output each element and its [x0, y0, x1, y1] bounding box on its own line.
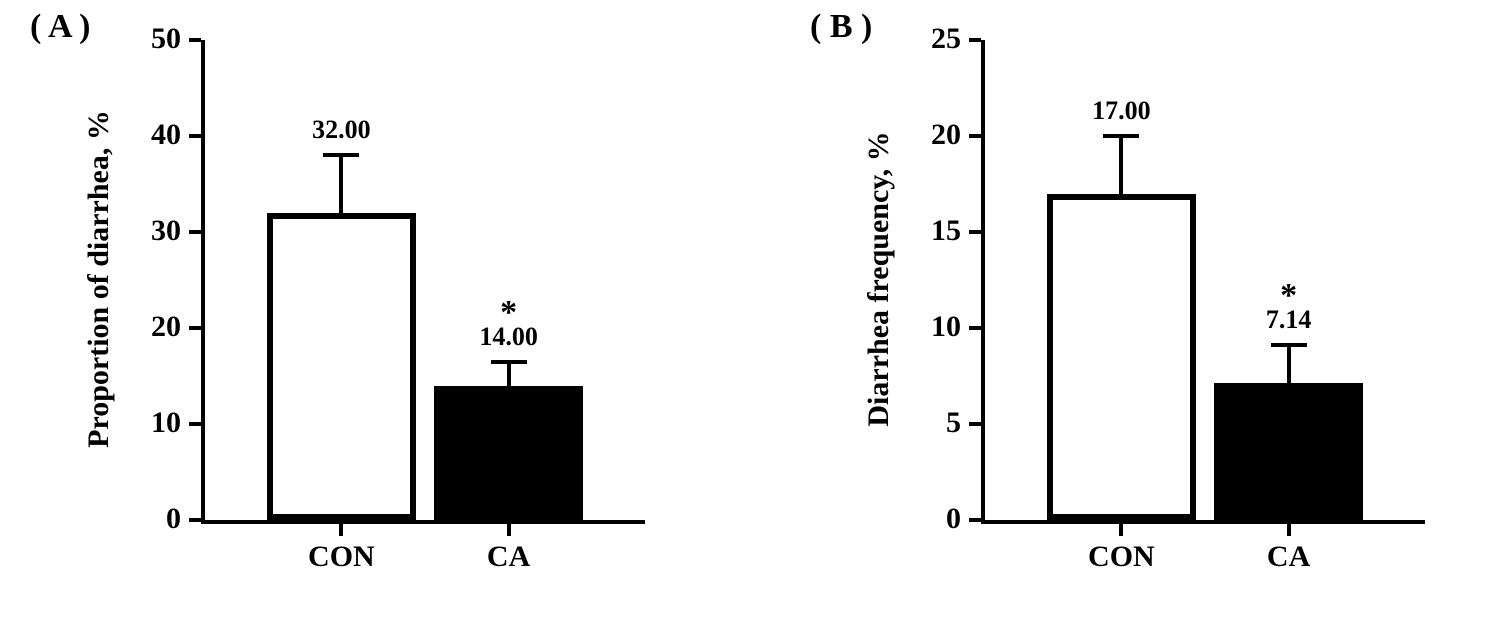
panelA-x-axis	[201, 520, 645, 524]
panelA-significance-star: *	[434, 294, 584, 332]
panelB-x-axis	[981, 520, 1425, 524]
panelA-bar-ca	[434, 386, 584, 520]
panelB-y-tick	[969, 422, 981, 426]
panelA-errorbar-cap	[491, 360, 527, 364]
panelA-x-tick-label: CON	[247, 540, 437, 574]
panelB-x-tick	[1119, 524, 1123, 536]
panelB-y-tick	[969, 518, 981, 522]
panelB-y-axis	[981, 40, 985, 524]
panelB-bar-con	[1047, 194, 1197, 520]
panelB-significance-star: *	[1214, 277, 1364, 315]
panelA-errorbar-cap	[323, 153, 359, 157]
panelA-y-tick	[189, 518, 201, 522]
panelB-y-tick	[969, 230, 981, 234]
panelA-x-tick-label: CA	[414, 540, 604, 574]
panelA-y-axis-title: Proportion of diarrhea, %	[82, 29, 116, 529]
panelA-y-tick-label: 10	[129, 406, 181, 440]
panelA-errorbar	[339, 155, 343, 213]
panelA-y-tick-label: 0	[129, 502, 181, 536]
panelA-y-axis	[201, 40, 205, 524]
panelB-errorbar	[1119, 136, 1123, 194]
panelB-errorbar	[1287, 345, 1291, 383]
panelA-y-tick-label: 40	[129, 118, 181, 152]
panelA-errorbar	[507, 362, 511, 386]
panelB-y-tick-label: 10	[909, 310, 961, 344]
panelB-x-tick	[1287, 524, 1291, 536]
panelA-bar-value-label: 32.00	[247, 115, 437, 145]
panelA-x-tick	[339, 524, 343, 536]
panelA-y-tick	[189, 38, 201, 42]
panelA-y-tick-label: 30	[129, 214, 181, 248]
panelA-y-tick	[189, 326, 201, 330]
panelA-y-tick-label: 20	[129, 310, 181, 344]
panelB-y-tick	[969, 38, 981, 42]
panelB-bar-ca	[1214, 383, 1364, 520]
panelB-errorbar-cap	[1103, 134, 1139, 138]
panelA-y-tick-label: 50	[129, 22, 181, 56]
panelB-y-tick	[969, 134, 981, 138]
panelB-y-tick-label: 5	[909, 406, 961, 440]
panelB-y-tick-label: 15	[909, 214, 961, 248]
panelA-y-tick	[189, 422, 201, 426]
panelB-bar-value-label: 17.00	[1027, 96, 1217, 126]
panelB-y-tick	[969, 326, 981, 330]
panelB-x-tick-label: CA	[1194, 540, 1384, 574]
panelA-y-tick	[189, 230, 201, 234]
panelB-errorbar-cap	[1271, 343, 1307, 347]
panelA-bar-con	[267, 213, 417, 520]
panelB-y-tick-label: 25	[909, 22, 961, 56]
panelA-x-tick	[507, 524, 511, 536]
panelB-y-tick-label: 20	[909, 118, 961, 152]
panelB-x-tick-label: CON	[1027, 540, 1217, 574]
panelB-y-axis-title: Diarrhea frequency, %	[862, 29, 896, 529]
panelA-y-tick	[189, 134, 201, 138]
panelB-y-tick-label: 0	[909, 502, 961, 536]
